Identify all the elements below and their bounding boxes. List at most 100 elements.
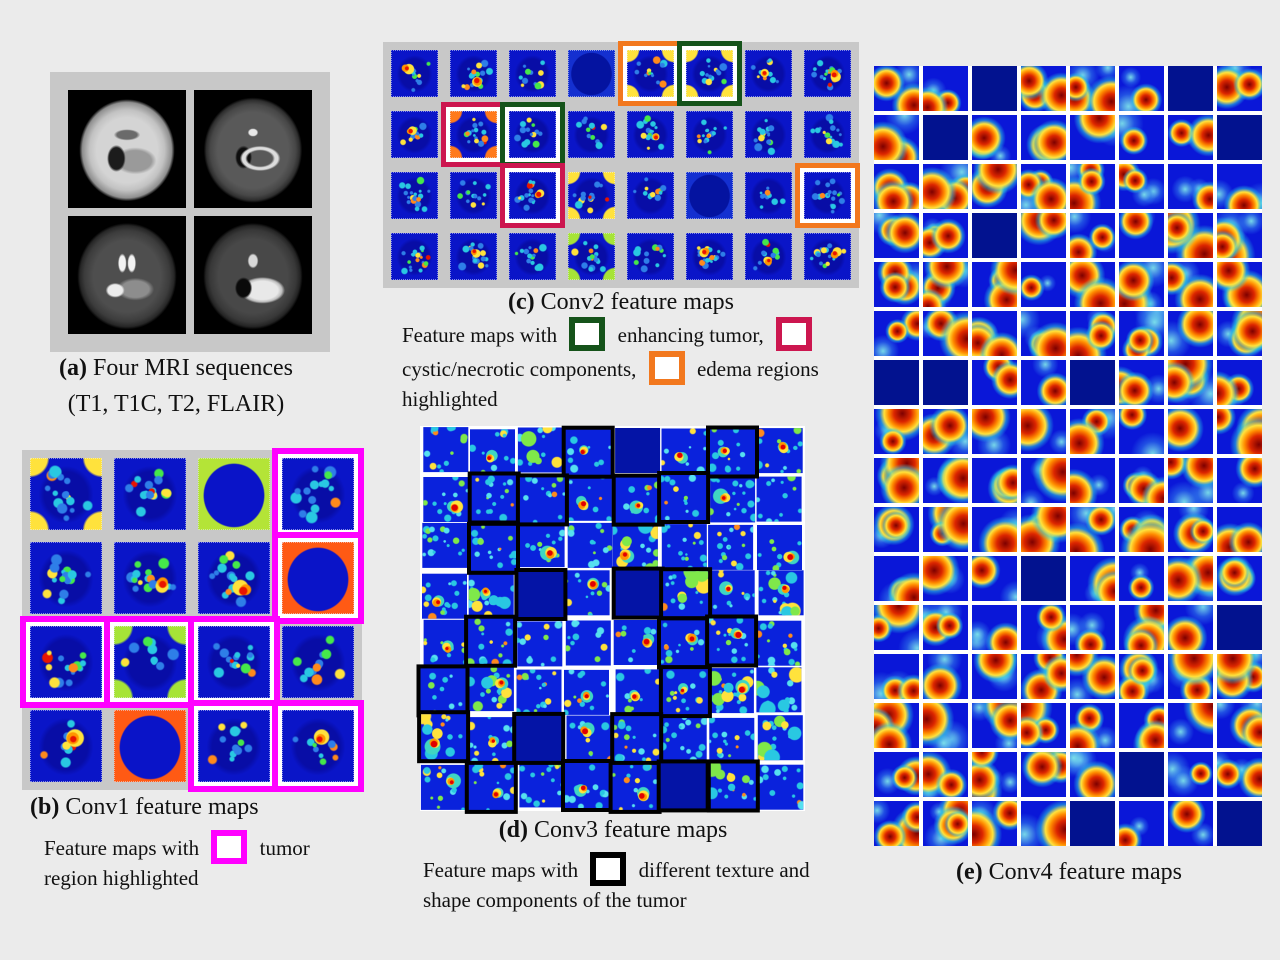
feature-map-tile <box>923 752 968 797</box>
conv1-grid <box>30 458 354 782</box>
feature-map-tile <box>1217 752 1262 797</box>
feature-map-tile <box>923 115 968 160</box>
highlighted-feature-map-tile <box>516 715 562 761</box>
feature-map-tile <box>661 524 707 570</box>
highlighted-feature-map-tile <box>509 111 556 158</box>
highlighted-feature-map-tile <box>420 668 466 714</box>
feature-map-tile <box>615 669 661 715</box>
feature-map-tile <box>1021 409 1066 454</box>
mri-image-t1c <box>194 90 312 208</box>
feature-map-tile <box>972 703 1017 748</box>
feature-map-tile <box>568 111 615 158</box>
conv4-grid <box>874 66 1262 846</box>
feature-map-tile <box>1021 507 1066 552</box>
feature-map-tile <box>423 477 469 522</box>
feature-map-tile <box>1021 752 1066 797</box>
feature-map-tile <box>661 715 707 761</box>
feature-map-tile <box>972 409 1017 454</box>
feature-map-tile <box>1168 703 1213 748</box>
feature-map-tile <box>1070 262 1115 307</box>
feature-map-tile <box>923 556 968 601</box>
panel-mri-sequences <box>50 72 330 352</box>
highlighted-feature-map-tile <box>198 626 270 698</box>
caption-d-label: (d) <box>498 817 529 843</box>
feature-map-tile <box>1070 801 1115 846</box>
feature-map-tile <box>1070 458 1115 503</box>
feature-map-tile <box>709 717 755 763</box>
feature-map-tile <box>468 666 514 712</box>
feature-map-tile <box>1021 556 1066 601</box>
feature-map-tile <box>804 50 851 97</box>
feature-map-tile <box>874 605 919 650</box>
feature-map-tile <box>1119 360 1164 405</box>
feature-map-tile <box>568 233 615 280</box>
feature-map-tile <box>1021 605 1066 650</box>
feature-map-tile <box>708 668 754 714</box>
highlighted-feature-map-tile <box>710 763 756 809</box>
feature-map-tile <box>874 66 919 111</box>
feature-map-tile <box>1217 262 1262 307</box>
feature-map-tile <box>114 458 186 530</box>
feature-map-tile <box>627 111 674 158</box>
feature-map-tile <box>758 764 804 810</box>
feature-map-tile <box>422 573 467 619</box>
feature-map-tile <box>923 262 968 307</box>
feature-map-tile <box>1119 752 1164 797</box>
feature-map-tile <box>565 620 611 666</box>
feature-map-tile <box>568 50 615 97</box>
feature-map-tile <box>1070 654 1115 699</box>
highlighted-feature-map-tile <box>661 475 707 520</box>
feature-map-tile <box>1217 409 1262 454</box>
feature-map-tile <box>804 233 851 280</box>
feature-map-tile <box>874 752 919 797</box>
feature-map-tile <box>517 621 563 667</box>
feature-map-tile <box>114 542 186 614</box>
feature-map-tile <box>1168 164 1213 209</box>
feature-map-tile <box>1119 654 1164 699</box>
feature-map-tile <box>450 50 497 97</box>
caption-b-label: (b) <box>30 794 60 820</box>
feature-map-tile <box>1168 654 1213 699</box>
feature-map-tile <box>1217 654 1262 699</box>
edema-swatch <box>648 351 685 385</box>
feature-map-tile <box>391 50 438 97</box>
feature-map-tile <box>923 605 968 650</box>
conv2-grid <box>391 50 851 280</box>
highlighted-feature-map-tile <box>661 620 706 666</box>
feature-map-tile <box>612 524 658 570</box>
feature-map-tile <box>1021 311 1066 356</box>
feature-map-tile <box>757 428 803 474</box>
feature-map-tile <box>1217 703 1262 748</box>
feature-map-tile <box>391 172 438 219</box>
feature-map-tile <box>423 427 469 473</box>
feature-map-tile <box>566 475 612 521</box>
feature-map-tile <box>1168 66 1213 111</box>
panel-conv4-feature-maps <box>874 66 1262 846</box>
feature-map-tile <box>804 111 851 158</box>
feature-map-tile <box>1021 164 1066 209</box>
feature-map-tile <box>1070 164 1115 209</box>
feature-map-tile <box>874 409 919 454</box>
feature-map-tile <box>1217 311 1262 356</box>
highlighted-feature-map-tile <box>421 714 467 760</box>
highlighted-feature-map-tile <box>518 572 564 617</box>
highlighted-feature-map-tile <box>471 525 516 571</box>
feature-map-tile <box>1217 164 1262 209</box>
feature-map-tile <box>874 703 919 748</box>
feature-map-tile <box>874 213 919 258</box>
feature-map-tile <box>1119 164 1164 209</box>
feature-map-tile <box>1168 752 1213 797</box>
feature-map-tile <box>972 605 1017 650</box>
feature-map-tile <box>757 525 802 570</box>
feature-map-tile <box>509 233 556 280</box>
feature-map-tile <box>1021 360 1066 405</box>
cystic-necrotic-swatch <box>776 317 813 351</box>
feature-map-tile <box>564 669 609 715</box>
feature-map-tile <box>923 507 968 552</box>
feature-map-tile <box>686 233 733 280</box>
feature-map-tile <box>972 507 1017 552</box>
feature-map-tile <box>1021 213 1066 258</box>
highlighted-feature-map-tile <box>709 618 755 664</box>
feature-map-tile <box>1168 507 1213 552</box>
feature-map-tile <box>1021 801 1066 846</box>
